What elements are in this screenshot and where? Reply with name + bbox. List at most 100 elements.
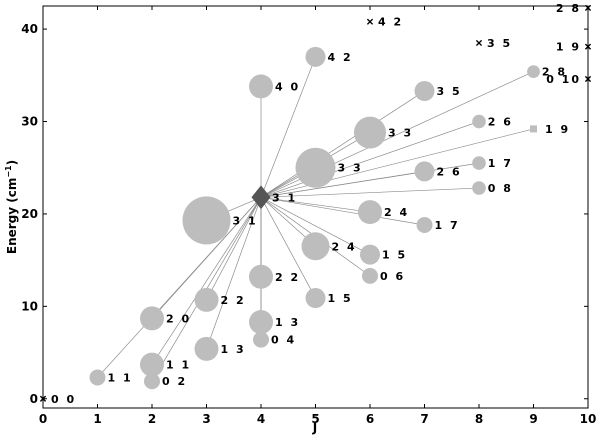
point-label: 2 0 [166, 312, 191, 325]
circle-marker-point [140, 306, 164, 331]
point-label: 4 0 [275, 80, 300, 93]
hub-label: 3 1 [272, 191, 297, 204]
point-label: 1 9 [545, 123, 570, 136]
transition-line [260, 162, 480, 198]
transition-line [260, 56, 316, 198]
axis-ticks: 0 1 2 3 4 5 6 7 8 9 10 0 10 20 30 40 [21, 6, 596, 426]
transition-line [260, 121, 480, 198]
point-label: 2 2 [221, 294, 246, 307]
point-label: 2 6 [488, 116, 513, 129]
transition-lines [97, 56, 534, 382]
circle-marker-point [414, 161, 435, 182]
circle-marker-point [89, 369, 106, 386]
hub-diamond-marker [251, 185, 271, 210]
point-label: 1 1 [166, 359, 191, 372]
circle-marker-point [295, 147, 336, 188]
x-tick-label: 2 [148, 412, 156, 426]
circle-marker-point [305, 46, 326, 67]
point-label: 3 5 [437, 85, 462, 98]
circle-marker-point [249, 264, 273, 289]
point-label: 0 10 [546, 73, 581, 86]
point-label: 3 5 [487, 37, 512, 50]
circle-marker-point [301, 232, 330, 261]
point-label: 4 2 [378, 16, 403, 29]
point-label: 1 3 [221, 343, 246, 356]
y-tick-label: 20 [21, 207, 38, 221]
y-tick-label: 40 [21, 22, 38, 36]
point-label: 1 5 [382, 249, 407, 262]
x-tick-label: 1 [93, 412, 101, 426]
x-marker-stroke [366, 18, 374, 25]
y-tick-label: 30 [21, 115, 38, 129]
y-axis-label: Energy (cm−1) [4, 160, 19, 254]
transition-line [260, 196, 371, 213]
point-label: 1 9 [556, 41, 581, 54]
circle-marker-point [472, 114, 486, 129]
transition-line [260, 128, 534, 198]
point-label: 1 7 [488, 157, 513, 170]
x-tick-label: 7 [420, 412, 428, 426]
square-marker-point [530, 125, 537, 133]
circle-marker-point [414, 81, 435, 102]
point-label: 0 8 [488, 182, 513, 195]
x-axis-label: J [312, 421, 317, 435]
transition-line [151, 197, 262, 319]
x-tick-label: 4 [257, 412, 265, 426]
y-axis-label-exponent: −1 [4, 165, 13, 178]
point-label: 3 1 [233, 214, 258, 227]
point-label: 3 3 [388, 127, 413, 140]
transition-line [260, 196, 425, 226]
circle-marker-point [358, 200, 382, 225]
x-tick-label: 6 [366, 412, 374, 426]
transition-line [206, 197, 262, 349]
x-marker-stroke [475, 39, 483, 47]
point-labels: 0 0 1 1 0 2 1 1 2 0 1 3 2 2 3 1 0 4 1 3 2 2 4 0 1 5 2… [51, 2, 581, 406]
point-label: 0 6 [380, 270, 405, 283]
circle-marker-point [140, 352, 164, 377]
circle-marker-point [360, 244, 380, 265]
transition-line [260, 187, 480, 198]
circle-marker-point [472, 156, 486, 170]
point-label: 3 3 [338, 162, 363, 175]
point-label: 2 4 [384, 206, 409, 219]
x-tick-label: 0 [39, 412, 47, 426]
point-label: 1 1 [108, 372, 133, 385]
circle-marker-point [144, 373, 160, 390]
circle-marker-point [527, 65, 540, 79]
x-tick-label: 10 [580, 412, 597, 426]
y-tick-label: 10 [21, 299, 38, 313]
y-axis-label-close: ) [5, 160, 19, 165]
transition-line [206, 197, 262, 301]
point-label: 2 6 [437, 165, 462, 178]
circle-marker-point [194, 287, 219, 312]
point-label: 0 2 [162, 375, 187, 388]
circle-marker-point [472, 181, 486, 195]
x-marker-point [475, 39, 483, 47]
circle-marker-point [305, 288, 326, 309]
x-tick-label: 9 [529, 412, 537, 426]
point-label: 4 2 [328, 51, 353, 64]
circle-marker-point [249, 74, 273, 99]
transition-line [260, 196, 371, 255]
x-tick-label: 3 [202, 412, 210, 426]
transition-line [260, 197, 316, 299]
circle-marker-point [182, 196, 231, 245]
point-label: 1 5 [328, 292, 353, 305]
transition-line [151, 197, 262, 365]
point-label: 1 3 [275, 316, 300, 329]
point-label: 2 8 [556, 2, 581, 15]
circle-marker-point [194, 336, 219, 361]
x-tick-label: 8 [475, 412, 483, 426]
y-tick-label: 0 [30, 392, 38, 406]
transition-line [260, 90, 425, 198]
y-axis-label-main: Energy (cm [5, 178, 19, 255]
circle-marker-point [416, 217, 433, 234]
point-label: 2 2 [275, 271, 300, 284]
data-points [39, 4, 592, 402]
point-label: 0 0 [51, 393, 76, 406]
circle-marker-point [354, 116, 386, 149]
circle-marker-point [253, 331, 269, 348]
circle-marker-point [249, 310, 273, 335]
point-label: 1 7 [435, 219, 460, 232]
